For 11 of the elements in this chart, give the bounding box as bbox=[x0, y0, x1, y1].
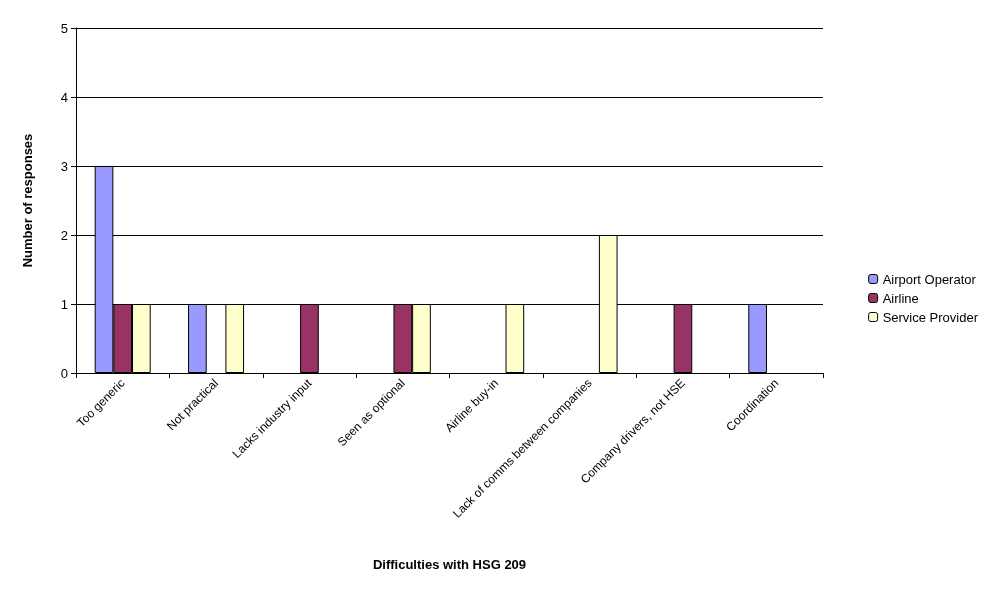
y-tick-label: 0 bbox=[60, 365, 68, 381]
y-tick-label: 1 bbox=[60, 296, 68, 312]
y-tick-label: 2 bbox=[60, 227, 68, 243]
x-axis-title: Difficulties with HSG 209 bbox=[372, 557, 527, 572]
y-axis-title: Number of responses bbox=[20, 133, 35, 268]
legend-label: Airline bbox=[882, 290, 919, 306]
legend-label: Airport Operator bbox=[882, 271, 977, 287]
y-tick-label: 3 bbox=[60, 158, 68, 174]
y-tick-label: 4 bbox=[60, 89, 68, 105]
legend-label: Service Provider bbox=[882, 309, 979, 325]
y-tick-label: 5 bbox=[60, 20, 68, 36]
